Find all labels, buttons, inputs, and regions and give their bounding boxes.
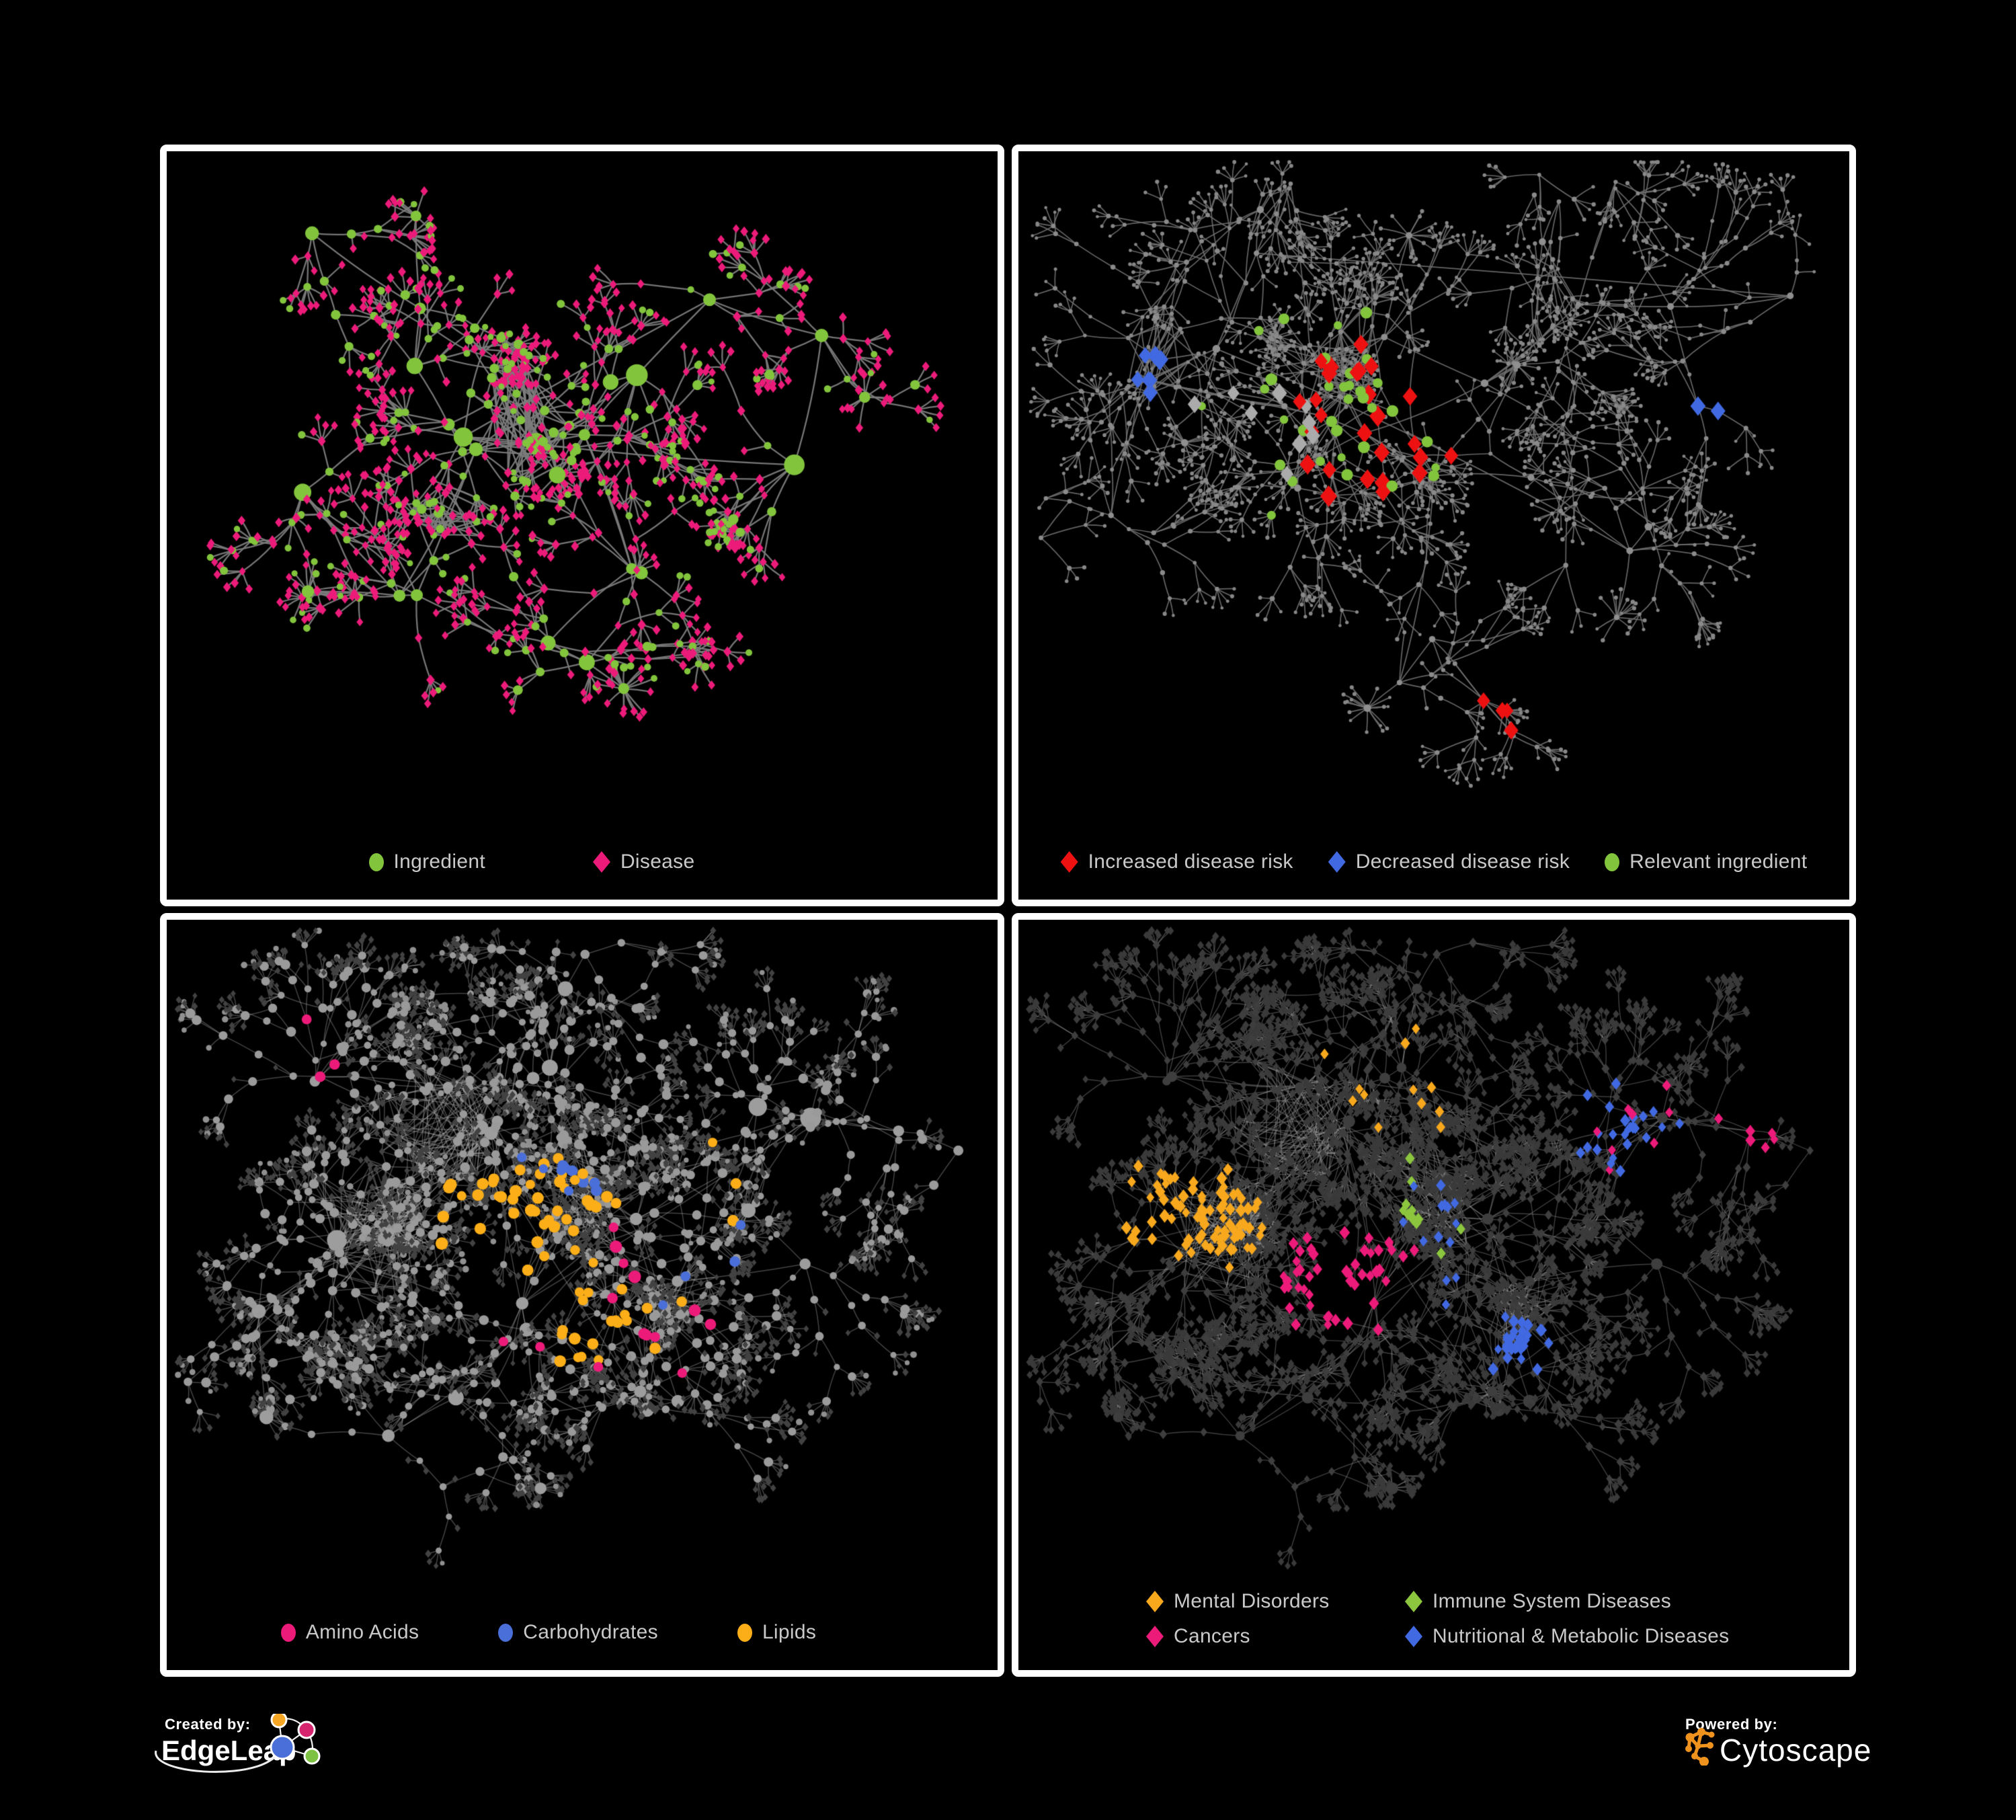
legend-item-nutritional-metabolic-diseases: Nutritional & Metabolic Diseases <box>1405 1623 1729 1650</box>
legend-item-decreased-disease-risk: Decreased disease risk <box>1328 848 1570 875</box>
legend-label: Amino Acids <box>305 1621 419 1643</box>
legend-label: Mental Disorders <box>1174 1590 1330 1612</box>
legend-item-relevant-ingredient: Relevant ingredient <box>1605 848 1807 875</box>
legend-label: Relevant ingredient <box>1629 850 1808 873</box>
legend-label: Nutritional & Metabolic Diseases <box>1433 1625 1730 1647</box>
legend-label: Decreased disease risk <box>1355 850 1570 873</box>
legend-label: Increased disease risk <box>1088 850 1293 873</box>
circle-marker-icon <box>1605 853 1620 871</box>
network-canvas-ingredient-disease <box>167 151 998 900</box>
legend-label: Disease <box>620 850 695 873</box>
legend-ingredient-disease: Ingredient Disease <box>116 848 947 875</box>
legend-disease-risk: Increased disease risk Decreased disease … <box>1018 848 1849 875</box>
network-canvas-nutrient-classes <box>167 920 998 1670</box>
panel-disease-risk: Increased disease risk Decreased disease … <box>1012 145 1856 906</box>
cytoscape-logo-icon <box>1685 1728 1715 1766</box>
diamond-marker-icon <box>1146 1591 1164 1612</box>
diamond-marker-icon <box>1405 1626 1422 1647</box>
circle-marker-icon <box>280 1623 296 1642</box>
panel-disease-categories: Mental Disorders Immune System Diseases Ca… <box>1012 913 1856 1677</box>
created-by-label: Created by: <box>165 1716 251 1733</box>
edgeleap-logo-icon <box>270 1714 321 1765</box>
legend-label: Lipids <box>762 1621 817 1643</box>
legend-item-mental-disorders: Mental Disorders <box>1146 1588 1405 1615</box>
legend-label: Carbohydrates <box>523 1621 658 1643</box>
circle-marker-icon <box>498 1623 514 1642</box>
legend-item-disease: Disease <box>592 848 695 875</box>
cytoscape-brand: Cytoscape <box>1720 1733 1872 1768</box>
legend-item-increased-disease-risk: Increased disease risk <box>1060 848 1293 875</box>
legend-item-immune-system-diseases: Immune System Diseases <box>1405 1588 1729 1615</box>
legend-item-amino-acids: Amino Acids <box>280 1619 419 1646</box>
legend-item-cancers: Cancers <box>1146 1623 1405 1650</box>
diamond-marker-icon <box>1328 851 1346 873</box>
legend-label: Immune System Diseases <box>1433 1590 1672 1612</box>
panel-nutrient-classes: Amino Acids Carbohydrates Lipids <box>160 913 1004 1677</box>
network-canvas-disease-categories <box>1018 920 1849 1670</box>
circle-marker-icon <box>368 853 384 871</box>
legend-disease-categories: Mental Disorders Immune System Diseases Ca… <box>1018 1588 1849 1650</box>
cytoscape-credit: Powered by: Cy <box>1682 1713 1884 1807</box>
edgeleap-credit: Created by: EdgeLeap <box>155 1713 484 1807</box>
diamond-marker-icon <box>1060 851 1078 873</box>
diamond-marker-icon <box>1405 1591 1422 1612</box>
legend-nutrient-classes: Amino Acids Carbohydrates Lipids <box>133 1619 964 1646</box>
legend-label: Ingredient <box>393 850 485 873</box>
legend-item-lipids: Lipids <box>737 1619 816 1646</box>
diamond-marker-icon <box>592 851 610 873</box>
diamond-marker-icon <box>1146 1626 1164 1647</box>
legend-label: Cancers <box>1174 1625 1250 1647</box>
network-canvas-disease-risk <box>1018 151 1849 900</box>
circle-marker-icon <box>737 1623 752 1642</box>
legend-item-ingredient: Ingredient <box>368 848 485 875</box>
panel-ingredient-disease: Ingredient Disease <box>160 145 1004 906</box>
legend-item-carbohydrates: Carbohydrates <box>498 1619 658 1646</box>
edgeleap-swoosh-icon <box>155 1747 284 1773</box>
